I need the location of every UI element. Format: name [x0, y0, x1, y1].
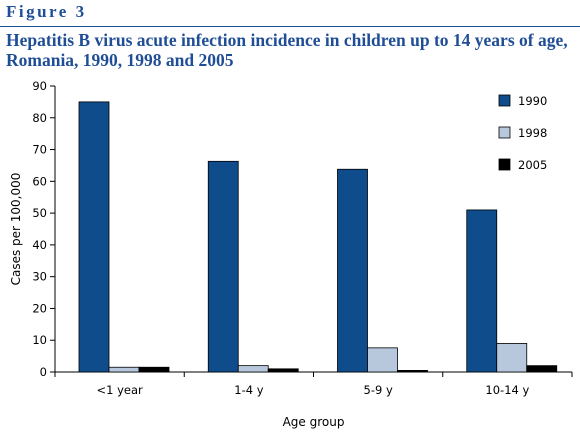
- bar-1998-0: [108, 366, 140, 373]
- x-axis: <1 year 1-4 y 5-9 y 10-14 y: [54, 371, 573, 397]
- bars: [78, 101, 558, 373]
- x-axis-title: Age group: [283, 415, 345, 429]
- y-tick-label: 70: [32, 143, 47, 157]
- bar-1998-1: [237, 365, 269, 373]
- legend-label: 2005: [518, 158, 547, 172]
- y-tick-label: 30: [32, 270, 47, 284]
- y-tick-label: 0: [40, 365, 47, 379]
- legend-swatch: [498, 94, 511, 107]
- legend-swatch: [498, 158, 511, 171]
- header-rule: [0, 26, 580, 27]
- y-tick-label: 10: [32, 333, 47, 347]
- y-tick-label: 90: [32, 79, 47, 93]
- bar-2005-1: [267, 368, 299, 373]
- bar-2005-3: [526, 365, 558, 373]
- x-tick-label: <1 year: [96, 383, 143, 397]
- y-tick-label: 20: [32, 301, 47, 315]
- bar-1990-3: [466, 209, 498, 373]
- bar-2005-0: [138, 366, 170, 373]
- bar-1990-1: [207, 160, 239, 373]
- bar-2005-2: [397, 370, 428, 373]
- legend-label: 1990: [518, 94, 547, 108]
- x-tick-label: 5-9 y: [364, 383, 393, 397]
- bar-1990-0: [78, 101, 110, 373]
- chart-title: Hepatitis B virus acute infection incide…: [6, 30, 568, 70]
- legend: 1990 1998 2005: [498, 94, 547, 172]
- bar-1998-2: [367, 347, 398, 373]
- legend-label: 1998: [518, 126, 547, 140]
- y-axis-title: Cases per 100,000: [9, 173, 23, 286]
- y-axis: 0 10 20 30 40 50 60 70 80 90: [32, 79, 56, 379]
- bar-1998-3: [496, 342, 528, 373]
- x-tick-label: 10-14 y: [485, 383, 529, 397]
- figure-label: Figure 3: [6, 2, 87, 21]
- legend-swatch: [498, 126, 511, 139]
- bar-1990-2: [337, 168, 368, 373]
- y-tick-label: 80: [32, 111, 47, 125]
- y-tick-label: 50: [32, 206, 47, 220]
- y-tick-label: 40: [32, 238, 47, 252]
- x-tick-label: 1-4 y: [234, 383, 263, 397]
- y-tick-label: 60: [32, 174, 47, 188]
